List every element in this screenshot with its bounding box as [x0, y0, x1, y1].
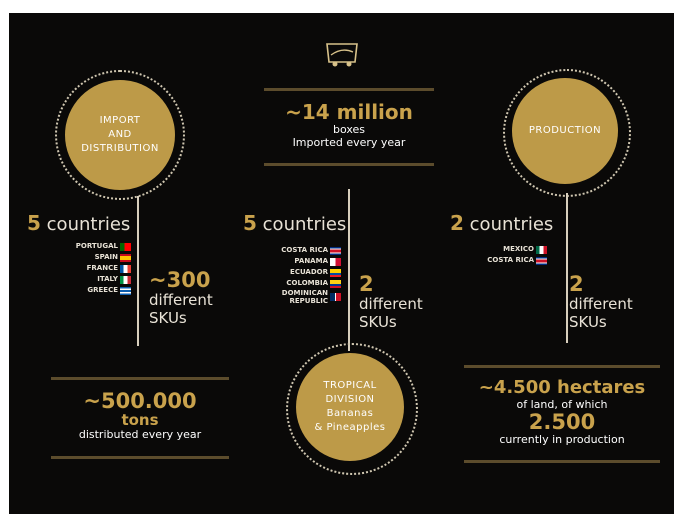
- tropical-circle: TROPICAL DIVISION Bananas & Pineapples: [296, 353, 404, 461]
- production-skus: 2 different SKUs: [569, 272, 633, 332]
- import-vertical-line: [137, 196, 139, 346]
- production-countries-word: countries: [469, 214, 554, 235]
- import-bottom-stat: ~500.000 tons distributed every year: [51, 390, 229, 442]
- tropical-title-line: & Pineapples: [314, 422, 386, 433]
- country-name: COSTA RICA: [487, 256, 534, 264]
- country-name: PORTUGAL: [75, 242, 118, 250]
- import-skus-value: ~300: [149, 268, 211, 292]
- tropical-title-line: TROPICAL: [323, 380, 377, 391]
- country-name: ECUADOR: [290, 268, 328, 276]
- import-bottom-value: ~500.000: [83, 389, 197, 413]
- production-skus-line2: SKUs: [569, 313, 607, 331]
- import-circle: IMPORT AND DISTRIBUTION: [65, 80, 175, 190]
- import-stat-rule-bottom: [51, 456, 229, 459]
- country-name: SPAIN: [94, 253, 118, 261]
- tropical-countries: 5 countries: [243, 211, 346, 235]
- production-bottom-value2: 2.500: [528, 410, 596, 434]
- top-stat-rule-bottom: [264, 163, 434, 166]
- tropical-title-line: DIVISION: [325, 394, 375, 405]
- production-skus-line1: different: [569, 295, 633, 313]
- tropical-circle-ring: [286, 343, 418, 475]
- country-name: FRANCE: [86, 264, 118, 272]
- import-countries: 5 countries: [27, 211, 130, 235]
- country-name: PANAMA: [294, 257, 328, 265]
- production-stat-rule-top: [464, 365, 660, 368]
- ecuador-flag-icon: [330, 268, 341, 277]
- production-countries-count: 2: [450, 211, 464, 235]
- import-stat-rule-top: [51, 377, 229, 380]
- top-stat-line1: boxes: [332, 123, 366, 136]
- production-title: PRODUCTION: [528, 125, 602, 136]
- import-circle-ring: [55, 70, 185, 200]
- production-countries: 2 countries: [450, 211, 553, 235]
- france-flag-icon: [120, 264, 131, 273]
- country-name: GREECE: [87, 286, 118, 294]
- colombia-flag-icon: [330, 279, 341, 288]
- production-stat-rule-bottom: [464, 460, 660, 463]
- list-item: ECUADOR: [243, 267, 341, 278]
- top-stat: ~14 million boxes Imported every year: [264, 101, 434, 149]
- import-title-line: AND: [108, 129, 132, 140]
- import-skus-line2: SKUs: [149, 309, 187, 327]
- country-name: COSTA RICA: [281, 246, 328, 254]
- import-bottom-line1: tons: [121, 411, 159, 429]
- import-countries-count: 5: [27, 211, 41, 235]
- tropical-countries-word: countries: [262, 214, 347, 235]
- production-vertical-line: [566, 193, 568, 343]
- list-item: GREECE: [33, 285, 131, 296]
- list-item: COSTA RICA: [449, 255, 547, 266]
- production-bottom-line2: currently in production: [499, 433, 625, 446]
- top-stat-line2: Imported every year: [292, 136, 406, 149]
- import-skus: ~300 different SKUs: [149, 268, 213, 328]
- spain-flag-icon: [120, 253, 131, 262]
- list-item: COLOMBIA: [243, 278, 341, 289]
- list-item: FRANCE: [33, 263, 131, 274]
- import-title-line: IMPORT: [99, 115, 141, 126]
- list-item: SPAIN: [33, 252, 131, 263]
- tropical-vertical-line: [348, 189, 350, 351]
- top-stat-rule-top: [264, 88, 434, 91]
- country-name: MEXICO: [503, 245, 534, 253]
- dominican-republic-flag-icon: [330, 293, 341, 301]
- import-title-line: DISTRIBUTION: [81, 143, 159, 154]
- tropical-title-line: Bananas: [326, 408, 374, 419]
- import-countries-word: countries: [46, 214, 131, 235]
- list-item: PORTUGAL: [33, 241, 131, 252]
- mexico-flag-icon: [536, 245, 547, 254]
- production-skus-value: 2: [569, 272, 584, 296]
- costa-rica-flag-icon: [536, 256, 547, 265]
- tropical-skus: 2 different SKUs: [359, 272, 423, 332]
- tropical-skus-line2: SKUs: [359, 313, 397, 331]
- greece-flag-icon: [120, 286, 131, 295]
- list-item: ITALY: [33, 274, 131, 285]
- list-item: DOMINICAN REPUBLIC: [243, 289, 341, 305]
- production-country-list: MEXICO COSTA RICA: [449, 244, 547, 266]
- infographic-board: ~14 million boxes Imported every year IM…: [9, 13, 674, 514]
- top-stat-value: ~14 million: [285, 100, 413, 124]
- tropical-skus-line1: different: [359, 295, 423, 313]
- tropical-skus-value: 2: [359, 272, 374, 296]
- banana-logo-icon: [326, 43, 358, 67]
- portugal-flag-icon: [120, 242, 131, 251]
- import-bottom-line2: distributed every year: [78, 428, 202, 441]
- list-item: COSTA RICA: [243, 245, 341, 256]
- production-bottom-line1: of land, of which: [516, 398, 608, 411]
- tropical-country-list: COSTA RICA PANAMA ECUADOR COLOMBIA DOMIN…: [243, 245, 341, 305]
- italy-flag-icon: [120, 275, 131, 284]
- country-name: ITALY: [97, 275, 118, 283]
- production-bottom-stat: ~4.500 hectares of land, of which 2.500 …: [459, 377, 665, 447]
- list-item: MEXICO: [449, 244, 547, 255]
- panama-flag-icon: [330, 257, 341, 266]
- import-country-list: PORTUGAL SPAIN FRANCE ITALY GREECE: [33, 241, 131, 296]
- production-bottom-value: ~4.500 hectares: [478, 377, 646, 398]
- import-skus-line1: different: [149, 291, 213, 309]
- list-item: PANAMA: [243, 256, 341, 267]
- country-name: COLOMBIA: [286, 279, 328, 287]
- country-name: DOMINICAN REPUBLIC: [281, 289, 328, 305]
- company-logo: [323, 35, 361, 69]
- production-circle: PRODUCTION: [512, 78, 618, 184]
- costa-rica-flag-icon: [330, 246, 341, 255]
- tropical-countries-count: 5: [243, 211, 257, 235]
